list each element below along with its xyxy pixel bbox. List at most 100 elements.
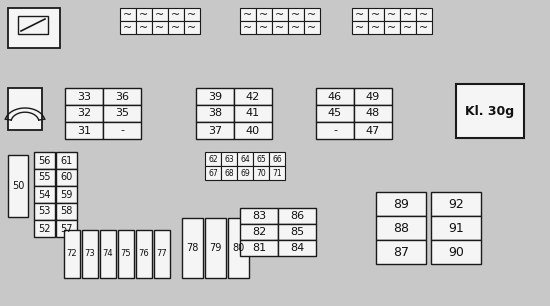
Bar (120, 21, 136, 34)
Bar (100, 230, 116, 278)
Bar (168, 21, 184, 34)
Bar (103, 105, 141, 122)
Bar (205, 218, 226, 278)
Bar (196, 122, 234, 139)
Text: 56: 56 (39, 155, 51, 166)
Text: 71: 71 (272, 169, 282, 177)
Text: 89: 89 (393, 197, 409, 211)
Bar (184, 21, 200, 34)
Bar (278, 224, 316, 240)
Text: 65: 65 (256, 155, 266, 163)
Text: ~: ~ (292, 23, 301, 32)
Text: ~: ~ (243, 23, 252, 32)
Text: 36: 36 (115, 91, 129, 102)
Bar (234, 105, 272, 122)
Bar (103, 122, 141, 139)
Bar (354, 105, 392, 122)
Bar (237, 152, 253, 166)
Bar (240, 240, 278, 256)
Bar (272, 21, 288, 34)
Bar (269, 166, 285, 180)
Text: 50: 50 (12, 181, 24, 191)
Bar (416, 21, 432, 34)
Bar (56, 186, 77, 203)
Text: ~: ~ (276, 23, 285, 32)
Text: ~: ~ (403, 23, 412, 32)
Text: 41: 41 (246, 109, 260, 118)
Text: ~: ~ (123, 9, 133, 20)
Bar (221, 166, 237, 180)
Text: 85: 85 (290, 227, 304, 237)
Text: 64: 64 (240, 155, 250, 163)
Text: ~: ~ (188, 23, 197, 32)
Text: -: - (333, 125, 337, 136)
Bar (120, 8, 136, 21)
Text: -: - (120, 125, 124, 136)
Bar (278, 240, 316, 256)
Text: Kl. 30g: Kl. 30g (465, 105, 515, 118)
Text: 52: 52 (39, 223, 51, 233)
Bar (228, 218, 249, 278)
Text: ~: ~ (139, 9, 148, 20)
Text: 33: 33 (77, 91, 91, 102)
Text: 40: 40 (246, 125, 260, 136)
Text: 82: 82 (252, 227, 266, 237)
Bar (205, 166, 221, 180)
Bar (431, 216, 481, 240)
Bar (196, 88, 234, 105)
Bar (234, 122, 272, 139)
Text: 35: 35 (115, 109, 129, 118)
Text: 57: 57 (60, 223, 73, 233)
Text: 32: 32 (77, 109, 91, 118)
Bar (118, 230, 134, 278)
Bar (278, 208, 316, 224)
Bar (184, 8, 200, 21)
Text: ~: ~ (419, 9, 428, 20)
Text: 79: 79 (210, 243, 222, 253)
Bar (182, 218, 203, 278)
Text: ~: ~ (371, 9, 381, 20)
Bar (416, 8, 432, 21)
Bar (431, 192, 481, 216)
Bar (154, 230, 170, 278)
Bar (400, 8, 416, 21)
Bar (8, 8, 60, 48)
Text: 76: 76 (139, 249, 150, 259)
Bar (34, 169, 55, 186)
Text: 38: 38 (208, 109, 222, 118)
Bar (368, 21, 384, 34)
Text: 75: 75 (120, 249, 131, 259)
Text: ~: ~ (188, 9, 197, 20)
Bar (152, 21, 168, 34)
Text: 92: 92 (448, 197, 464, 211)
Bar (456, 84, 524, 138)
Bar (240, 8, 256, 21)
Text: 81: 81 (252, 243, 266, 253)
Text: 73: 73 (85, 249, 95, 259)
Text: ~: ~ (172, 9, 180, 20)
Bar (240, 208, 278, 224)
Bar (65, 88, 103, 105)
Text: 78: 78 (186, 243, 199, 253)
Bar (376, 216, 426, 240)
Bar (256, 21, 272, 34)
Text: 31: 31 (77, 125, 91, 136)
Text: ~: ~ (307, 9, 317, 20)
Bar (64, 230, 80, 278)
Bar (56, 169, 77, 186)
Text: 87: 87 (393, 245, 409, 259)
Bar (56, 203, 77, 220)
Text: ~: ~ (419, 23, 428, 32)
Text: ~: ~ (243, 9, 252, 20)
Text: 53: 53 (39, 207, 51, 217)
Bar (400, 21, 416, 34)
Bar (368, 8, 384, 21)
Bar (240, 21, 256, 34)
Text: ~: ~ (307, 23, 317, 32)
Text: 91: 91 (448, 222, 464, 234)
Text: 42: 42 (246, 91, 260, 102)
Bar (8, 88, 42, 130)
Bar (384, 21, 400, 34)
Bar (376, 192, 426, 216)
Text: ~: ~ (123, 23, 133, 32)
